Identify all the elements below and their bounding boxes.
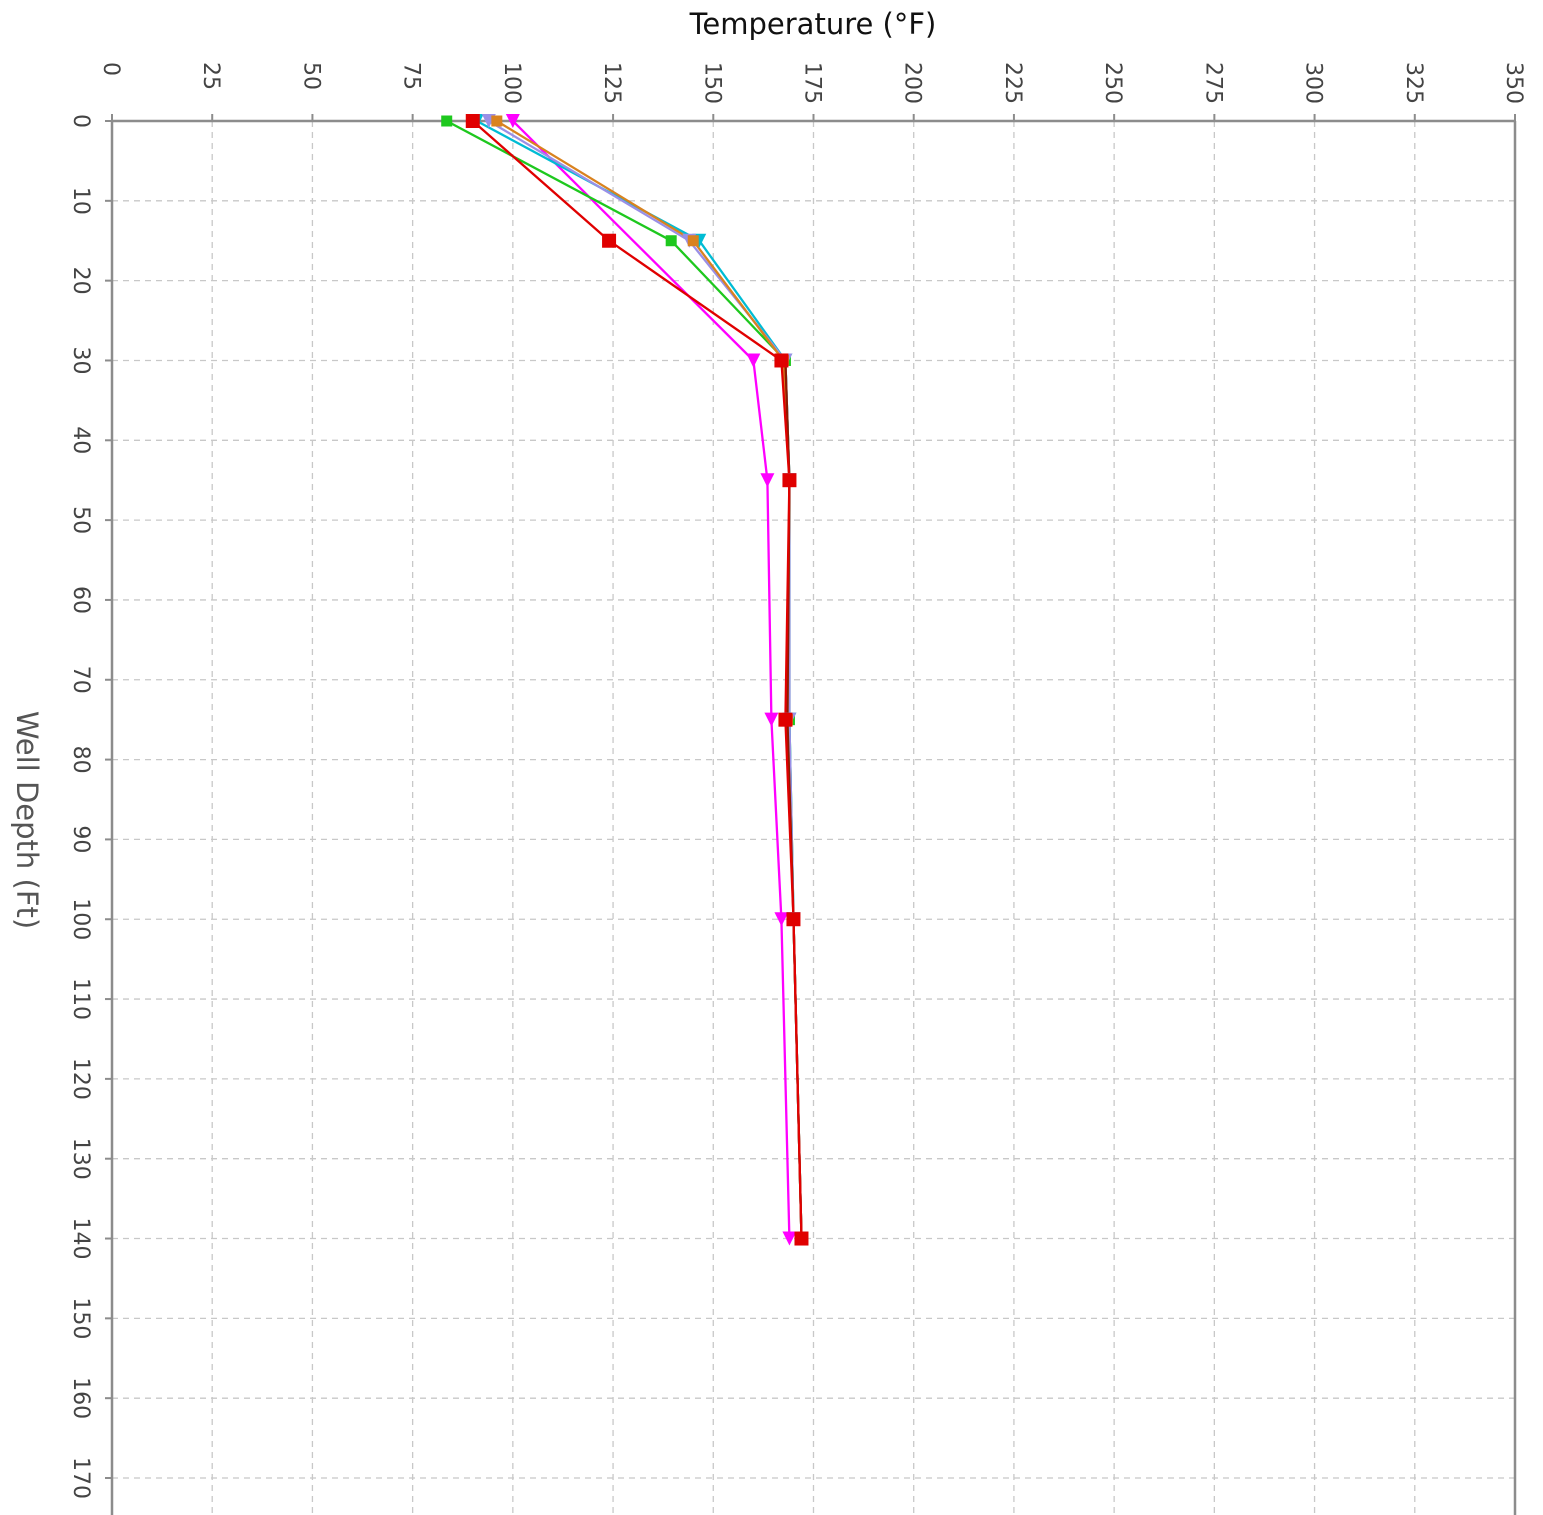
x-tick-label: 275 [1200,62,1225,104]
series-1-point [746,353,761,368]
series-1-point [774,912,789,927]
y-tick-label: 40 [68,426,93,454]
x-tick-label: 175 [800,62,825,104]
series-5-point [491,115,503,127]
x-tick-label: 300 [1301,62,1326,104]
y-tick-label: 140 [68,1218,93,1260]
y-tick-label: 80 [68,746,93,774]
marker-layer [441,114,809,1246]
x-tick-label: 200 [900,62,925,104]
x-tick-label: 325 [1401,62,1426,104]
series-7-point [778,712,793,727]
y-tick-label: 150 [68,1297,93,1339]
x-tick-label: 250 [1100,62,1125,104]
x-tick-label: 75 [399,62,424,90]
series-7-point [602,233,617,248]
grid [112,121,1516,1515]
series-7-point [786,912,801,927]
y-tick-label: 100 [68,898,93,940]
y-tick-label: 70 [68,666,93,694]
y-tick-label: 170 [68,1457,93,1499]
x-tick-label: 150 [699,62,724,104]
y-tick-label: 50 [68,506,93,534]
y-tick-label: 110 [68,978,93,1020]
y-tick-label: 30 [68,346,93,374]
x-axis-title: Temperature (°F) [689,7,937,41]
series-7-point [774,353,789,368]
series-1-point [760,473,775,488]
x-tick-label: 350 [1501,62,1526,104]
series-1-point [505,114,520,128]
y-tick-label: 20 [68,267,93,295]
x-tick-label: 0 [98,62,123,76]
series-1-point [782,1231,797,1246]
series-2-point [441,115,453,127]
series-5-point [687,235,699,247]
x-tick-label: 100 [499,62,524,104]
series-2-point [665,235,677,247]
y-tick-label: 160 [68,1377,93,1419]
y-tick-label: 10 [68,187,93,215]
series-line-1 [512,120,791,1239]
series-7-point [794,1231,809,1246]
series-1-point [764,712,779,727]
y-tick-label: 0 [68,114,93,128]
y-axis-title: Well Depth (Ft) [10,711,44,929]
y-tick-label: 130 [68,1138,93,1180]
y-tick-label: 90 [68,825,93,853]
y-tick-label: 60 [68,586,93,614]
y-tick-label: 120 [68,1058,93,1100]
x-tick-label: 125 [599,62,624,104]
x-tick-label: 225 [1000,62,1025,104]
series-7-point [782,473,797,488]
series-7-point [465,114,480,128]
axes: 0 25 50 75 100 125 150 175 200 225 250 275 300 325 350… [68,62,1526,1515]
x-tick-label: 50 [298,62,323,90]
x-tick-label: 25 [198,62,223,90]
